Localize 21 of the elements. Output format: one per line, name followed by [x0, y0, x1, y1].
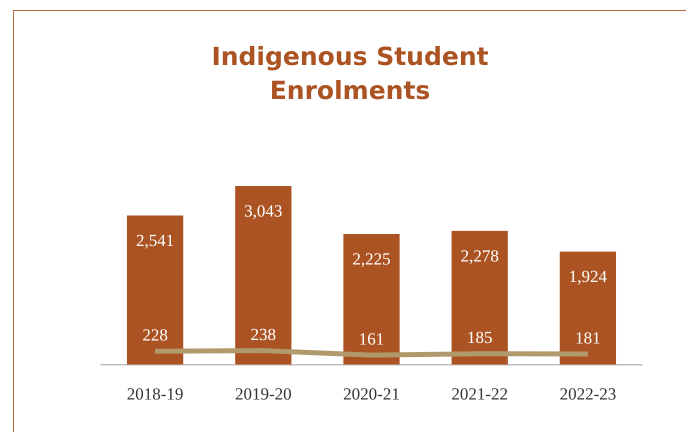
bar: [126, 215, 184, 365]
x-tick-label: 2020-21: [343, 384, 400, 404]
bar: [343, 234, 400, 365]
x-tick-label: 2018-19: [126, 384, 184, 404]
chart-title: Indigenous Student Enrolments: [210, 41, 490, 107]
data-label: 2,541: [136, 230, 174, 250]
data-label: 1,924: [568, 267, 608, 286]
data-label: 2,278: [460, 246, 499, 266]
data-label: 181: [575, 328, 601, 348]
bar: [560, 252, 616, 365]
bar: [235, 186, 292, 365]
data-label: 161: [358, 330, 384, 349]
data-label: 228: [142, 326, 168, 345]
data-label: 185: [466, 328, 492, 348]
x-tick-label: 2021-22: [451, 384, 508, 404]
data-label: 2,225: [352, 249, 391, 268]
data-label: 238: [250, 325, 276, 344]
data-label: 3,043: [244, 201, 282, 220]
bar: [452, 230, 508, 365]
x-tick-label: 2022-23: [560, 384, 616, 404]
x-tick-label: 2019-20: [234, 384, 292, 404]
